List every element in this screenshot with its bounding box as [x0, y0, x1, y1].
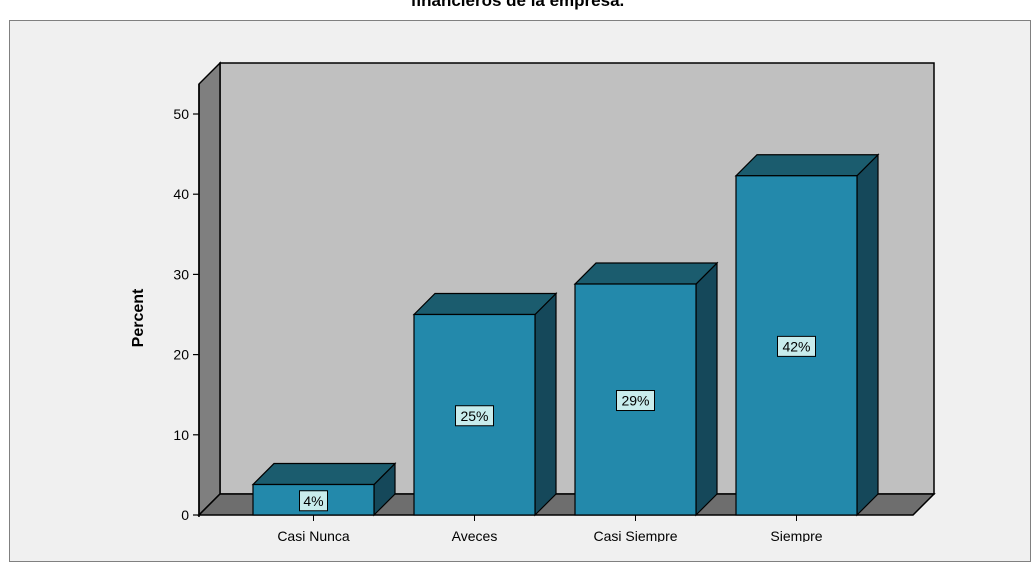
- data-label: 42%: [782, 338, 810, 354]
- data-label: 4%: [303, 493, 323, 509]
- y-tick-label: 0: [181, 507, 189, 523]
- y-tick-label: 10: [173, 427, 189, 443]
- data-label: 29%: [621, 393, 649, 409]
- chart-side-wall: [198, 61, 221, 517]
- bar-chart: 0 10 20 30 40 50 Percent 4% Casi Nunca 25% Aveces 2…: [130, 61, 936, 542]
- bar-side: [534, 292, 557, 517]
- bar-top: [412, 292, 558, 316]
- x-tick-label: Aveces: [452, 528, 498, 542]
- data-label-box: [616, 390, 655, 412]
- chart-title: financieros de la empresa.: [410, 0, 625, 10]
- y-tick-label: 50: [173, 106, 189, 122]
- x-tick-label: Siempre: [770, 528, 822, 542]
- data-label: 25%: [460, 408, 488, 424]
- data-label-box: [777, 335, 816, 357]
- bar-side: [856, 153, 879, 517]
- bar-top: [573, 262, 719, 285]
- x-tick-label: Casi Siempre: [593, 528, 677, 542]
- bar-side: [695, 261, 718, 517]
- data-label-box: [455, 405, 494, 427]
- bar-top: [734, 154, 880, 177]
- data-label-box: [299, 490, 328, 512]
- bar-top: [251, 462, 397, 486]
- y-tick-label: 30: [173, 266, 189, 282]
- y-tick-label: 20: [173, 347, 189, 363]
- y-tick-label: 40: [173, 186, 189, 202]
- x-tick-label: Casi Nunca: [277, 528, 350, 542]
- y-axis-title: Percent: [130, 288, 147, 347]
